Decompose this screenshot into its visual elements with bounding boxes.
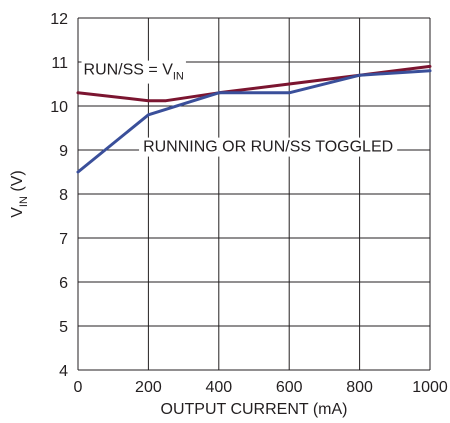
annotation-running-label: RUNNING OR RUN/SS TOGGLED	[143, 139, 393, 156]
y-tick-label-5: 5	[59, 319, 68, 336]
y-tick-labels: 4 5 6 7 8 9 10 11 12	[50, 11, 68, 380]
x-tick-label-200: 200	[135, 379, 162, 396]
x-tick-label-600: 600	[276, 379, 303, 396]
annotation-run-ss-label: RUN/SS = VIN	[84, 62, 184, 83]
x-axis-label: OUTPUT CURRENT (mA)	[161, 401, 348, 418]
x-tick-label-800: 800	[346, 379, 373, 396]
y-tick-label-12: 12	[50, 11, 68, 28]
y-tick-label-10: 10	[50, 99, 68, 116]
x-tick-label-1000: 1000	[412, 379, 448, 396]
y-tick-label-9: 9	[59, 143, 68, 160]
y-tick-label-7: 7	[59, 231, 68, 248]
y-tick-label-4: 4	[59, 363, 68, 380]
y-axis-label: VIN (V)	[9, 170, 30, 217]
series-line-1	[76, 69, 432, 174]
y-tick-label-6: 6	[59, 275, 68, 292]
grid	[77, 17, 431, 371]
y-tick-label-11: 11	[51, 55, 68, 72]
x-tick-label-0: 0	[74, 379, 83, 396]
y-tick-label-8: 8	[59, 187, 68, 204]
series-group	[76, 64, 432, 174]
x-tick-label-400: 400	[205, 379, 232, 396]
annotation-run-ss-vin: RUN/SS = VIN	[81, 60, 186, 84]
annotation-running-toggled: RUNNING OR RUN/SS TOGGLED	[139, 137, 398, 157]
x-tick-labels: 0 200 400 600 800 1000	[74, 379, 448, 396]
